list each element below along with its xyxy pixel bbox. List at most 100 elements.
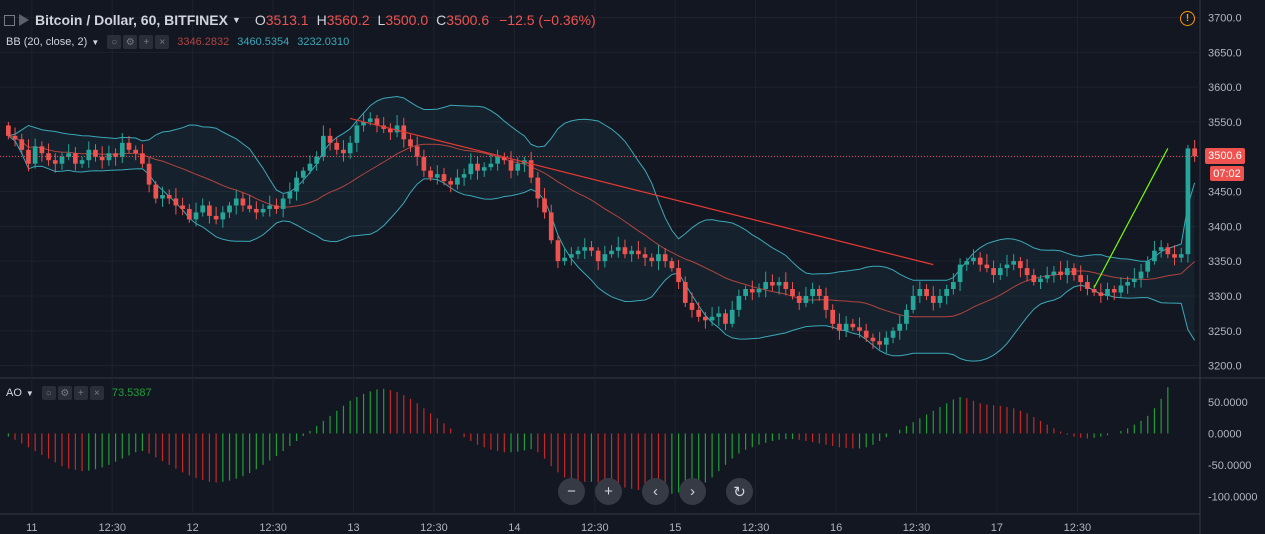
candle (207, 201, 212, 224)
candle (883, 331, 889, 354)
candle-body (1044, 275, 1050, 279)
chevron-right-icon[interactable]: › (679, 478, 706, 505)
plus-icon[interactable]: + (73, 386, 88, 400)
candle-body (347, 142, 353, 154)
bb-indicator-name[interactable]: BB (20, close, 2) (6, 36, 88, 48)
candle-body (253, 208, 259, 213)
price-axis[interactable]: 3700.03650.03600.03550.03500.03450.03400… (1208, 13, 1258, 504)
candle (193, 202, 199, 227)
candle-body (568, 254, 574, 258)
square-icon[interactable] (4, 14, 15, 26)
plus-icon[interactable]: + (139, 35, 154, 49)
close-icon[interactable]: × (89, 386, 104, 400)
candle (274, 198, 279, 214)
candle (32, 138, 38, 169)
candle-body (428, 170, 433, 178)
candle (213, 206, 219, 225)
candle (790, 282, 795, 300)
candle (709, 307, 715, 326)
candle-body (1145, 261, 1151, 272)
candle-body (354, 125, 360, 143)
candle-body (964, 261, 970, 265)
candle-body (957, 264, 963, 283)
candle-body (877, 341, 882, 345)
candle-body (843, 323, 849, 331)
chevron-down-icon[interactable]: ▼ (91, 37, 100, 47)
bollinger-band-area (8, 96, 1195, 362)
candle (73, 146, 78, 171)
candle (1071, 263, 1077, 281)
gear-icon[interactable]: ⚙ (57, 386, 72, 400)
price-tick-label: 3650.0 (1208, 47, 1242, 59)
candle (146, 157, 152, 193)
candle (280, 194, 286, 218)
candle (354, 121, 360, 152)
candle (1192, 140, 1197, 162)
candle (944, 284, 950, 305)
candle (1064, 260, 1070, 284)
candle (1125, 276, 1130, 294)
candle-body (951, 282, 956, 289)
candle (253, 201, 259, 220)
candle (455, 169, 460, 190)
flag-icon[interactable] (19, 14, 29, 26)
candle (394, 114, 400, 138)
trend-lines[interactable] (350, 117, 1169, 288)
candle (321, 125, 326, 161)
candle-body (274, 205, 279, 209)
plus-icon[interactable]: + (595, 478, 622, 505)
candle (1111, 285, 1117, 301)
candle (441, 167, 447, 186)
candle-body (52, 160, 58, 164)
candle (113, 148, 118, 166)
candle-body (736, 295, 742, 310)
chevron-down-icon[interactable]: ▼ (231, 15, 241, 25)
close-icon[interactable]: × (155, 35, 170, 49)
candle (408, 134, 413, 152)
candle (602, 245, 608, 268)
candle-body (589, 247, 594, 251)
eye-icon[interactable]: ○ (41, 386, 56, 400)
ao-indicator-name[interactable]: AO (6, 387, 22, 399)
candle-body (1024, 268, 1030, 276)
candle-body (1111, 288, 1117, 293)
candle-body (977, 257, 983, 265)
candle-body (455, 177, 460, 185)
candle (327, 128, 333, 151)
candle-body (146, 163, 152, 185)
candle-body (461, 174, 467, 178)
candle (6, 121, 11, 140)
time-axis[interactable]: 11 12:30 12 12:30 13 12:30 14 12:30 15 12:30 16 12:… (26, 522, 1091, 534)
symbol-title[interactable]: Bitcoin / Dollar, 60, BITFINEX (35, 12, 228, 28)
eye-icon[interactable]: ○ (107, 35, 122, 49)
gear-icon[interactable]: ⚙ (123, 35, 138, 49)
candle-body (1064, 268, 1070, 276)
candle-body (696, 309, 702, 317)
ao-tick-label: 50.0000 (1208, 397, 1248, 409)
minus-icon[interactable]: − (558, 478, 585, 505)
reset-icon[interactable]: ↻ (726, 478, 753, 505)
candle-body (1038, 278, 1043, 283)
warning-icon[interactable]: ! (1180, 11, 1195, 26)
candle (39, 141, 45, 162)
price-tick-label: 3700.0 (1208, 13, 1242, 25)
candle (26, 139, 31, 172)
candle-body (1192, 148, 1197, 157)
chevron-left-icon[interactable]: ‹ (642, 478, 669, 505)
candle (729, 300, 735, 328)
candle (233, 190, 239, 215)
candle-body (676, 268, 681, 283)
candle (897, 315, 903, 340)
candle (1118, 277, 1124, 298)
chevron-down-icon[interactable]: ▼ (25, 388, 34, 398)
candle-body (361, 121, 366, 126)
candle-body (193, 212, 199, 220)
candle-body (1152, 250, 1157, 262)
candle-body (770, 282, 775, 286)
candle (924, 284, 929, 301)
candle-body (1178, 254, 1184, 258)
candle (119, 133, 125, 164)
candle (1011, 254, 1017, 271)
candle (1185, 144, 1191, 263)
